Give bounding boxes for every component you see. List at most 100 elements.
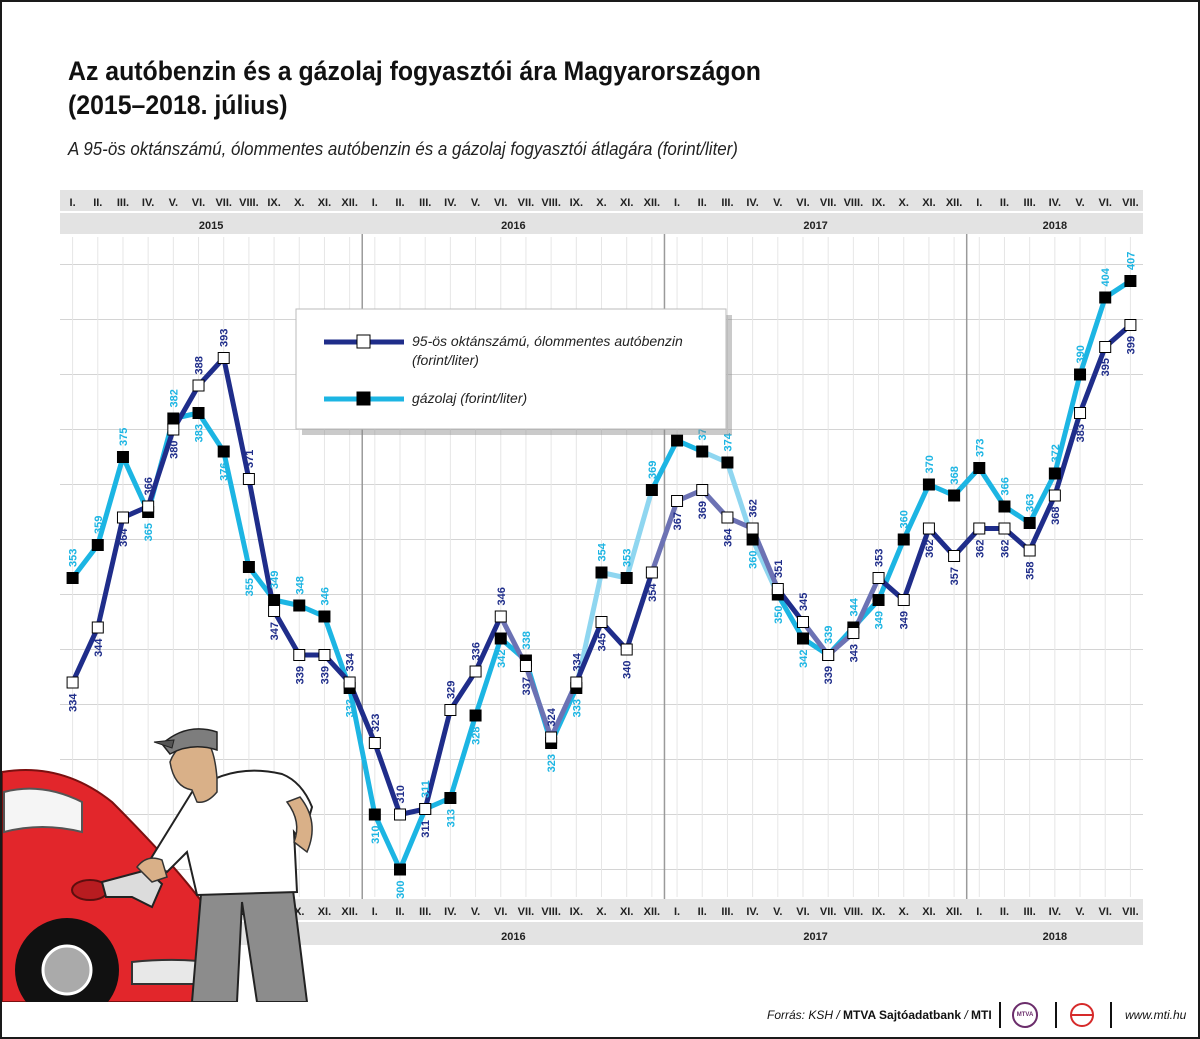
benzin-line-segment <box>573 619 604 685</box>
header-top-month-label: II. <box>1000 197 1009 209</box>
benzin-marker <box>217 352 230 364</box>
gazolaj-line-segment <box>901 482 932 542</box>
benzin-marker <box>998 522 1011 535</box>
month-header-top: I. II. III. IV. V. VI. VII. VIII. IX. X. XI. XII. I.… <box>60 190 1143 234</box>
chart-title-line-1: Az autóbenzin és a gázolaj fogyasztói ár… <box>68 56 761 86</box>
benzin-marker <box>620 643 633 656</box>
header-bottom-month-label: I. <box>976 906 982 918</box>
benzin-data-label: 368 <box>1050 507 1062 525</box>
gazolaj-line-segment <box>95 454 126 548</box>
benzin-data-label: 364 <box>118 528 130 547</box>
benzin-data-label: 362 <box>974 540 986 558</box>
benzin-marker <box>469 665 482 678</box>
gazolaj-data-label: 323 <box>546 754 558 772</box>
gazolaj-marker <box>318 610 331 623</box>
benzin-marker <box>1124 319 1137 331</box>
benzin-marker <box>872 572 885 584</box>
gazolaj-marker <box>167 412 180 425</box>
gazolaj-line-segment <box>196 410 227 454</box>
attendant-trousers <box>190 881 309 1002</box>
header-top-month-label: VII. <box>215 197 232 209</box>
header-bottom-month-label: X. <box>899 906 909 918</box>
benzin-data-label: 346 <box>496 587 508 605</box>
gazolaj-data-label: 348 <box>294 576 306 594</box>
gazolaj-marker <box>922 478 935 491</box>
source-separator: / <box>961 1008 972 1022</box>
benzin-data-label: 349 <box>899 611 911 629</box>
benzin-marker <box>167 423 180 436</box>
header-bottom-month-label: I. <box>372 906 378 918</box>
benzin-line-segment <box>246 476 277 614</box>
gazolaj-marker <box>1023 517 1036 529</box>
gazolaj-data-label: 360 <box>748 551 760 569</box>
benzin-marker <box>671 495 684 507</box>
header-bottom-month-label: VII. <box>1122 906 1139 918</box>
benzin-data-label: 345 <box>597 633 609 651</box>
benzin-marker <box>1074 407 1087 419</box>
car-hubcap <box>41 944 93 996</box>
header-top-month-label: IX. <box>872 197 885 209</box>
gazolaj-marker <box>217 445 230 458</box>
gazolaj-data-label: 355 <box>244 578 256 596</box>
legend-gazolaj-label: gázolaj (forint/liter) <box>412 390 527 406</box>
header-bottom-year-label: 2016 <box>501 931 525 943</box>
header-top-month-label: IV. <box>142 197 154 209</box>
gazolaj-marker <box>721 456 734 469</box>
header-bottom-month-label: VIII. <box>541 906 561 918</box>
header-top-month-label: VIII. <box>239 197 259 209</box>
source-prefix: Forrás: KSH / <box>767 1008 844 1022</box>
source-text: Forrás: KSH / MTVA Sajtóadatbank / MTI <box>767 1008 992 1022</box>
gazolaj-data-label: 360 <box>899 510 911 528</box>
benzin-marker <box>922 522 935 535</box>
header-bottom-month-label: IX. <box>872 906 885 918</box>
gazolaj-marker <box>192 407 205 419</box>
header-bottom-month-label: XII. <box>644 906 661 918</box>
gazolaj-marker <box>444 792 457 804</box>
attendant-shirt <box>148 769 314 897</box>
benzin-marker <box>1048 489 1061 502</box>
gazolaj-data-label: 365 <box>143 523 155 541</box>
benzin-data-label: 334 <box>345 652 357 671</box>
header-top-month-label: VII. <box>820 197 837 209</box>
header-bottom-month-label: XI. <box>620 906 633 918</box>
gazolaj-data-label: 338 <box>521 631 533 649</box>
header-bottom-month-label: VI. <box>1098 906 1111 918</box>
benzin-data-label: 351 <box>773 560 785 578</box>
benzin-marker <box>192 379 205 392</box>
gazolaj-data-label: 300 <box>395 881 407 899</box>
benzin-data-label: 358 <box>1025 562 1037 580</box>
benzin-data-label: 399 <box>1125 336 1137 354</box>
benzin-marker <box>343 676 356 689</box>
header-bottom-month-label: IX. <box>570 906 583 918</box>
gazolaj-line-segment <box>397 806 428 872</box>
benzin-data-label: 329 <box>445 681 457 699</box>
header-top-month-label: III. <box>117 197 129 209</box>
benzin-data-label: 380 <box>168 441 180 459</box>
gazolaj-data-label: 353 <box>68 549 80 567</box>
header-bottom-month-label: VII. <box>518 906 535 918</box>
benzin-data-label: 340 <box>622 661 634 679</box>
gazolaj-data-label: 363 <box>1025 494 1037 512</box>
benzin-marker <box>897 594 910 606</box>
gazolaj-marker <box>671 434 684 447</box>
benzin-line-segment <box>523 663 554 740</box>
benzin-line-segment <box>1077 344 1108 416</box>
gazolaj-marker <box>293 599 306 612</box>
header-top-month-label: V. <box>1075 197 1084 209</box>
benzin-data-label: 395 <box>1100 358 1112 376</box>
benzin-data-label: 334 <box>571 652 583 671</box>
header-bottom-month-label: II. <box>698 906 707 918</box>
benzin-data-label: 334 <box>68 693 80 712</box>
gazolaj-line-segment <box>775 592 806 641</box>
benzin-marker <box>242 473 255 485</box>
benzin-data-label: 323 <box>370 714 382 732</box>
gazolaj-marker <box>897 533 910 546</box>
header-bottom-month-label: V. <box>471 906 480 918</box>
gazolaj-data-label: 328 <box>471 727 483 745</box>
gazolaj-data-label: 310 <box>370 826 382 844</box>
header-top-month-label: I. <box>674 197 680 209</box>
gazolaj-marker <box>1074 368 1087 381</box>
header-top-year-label: 2018 <box>1043 220 1067 232</box>
header-top-month-label: IV. <box>746 197 758 209</box>
header-top-month-label: X. <box>294 197 304 209</box>
